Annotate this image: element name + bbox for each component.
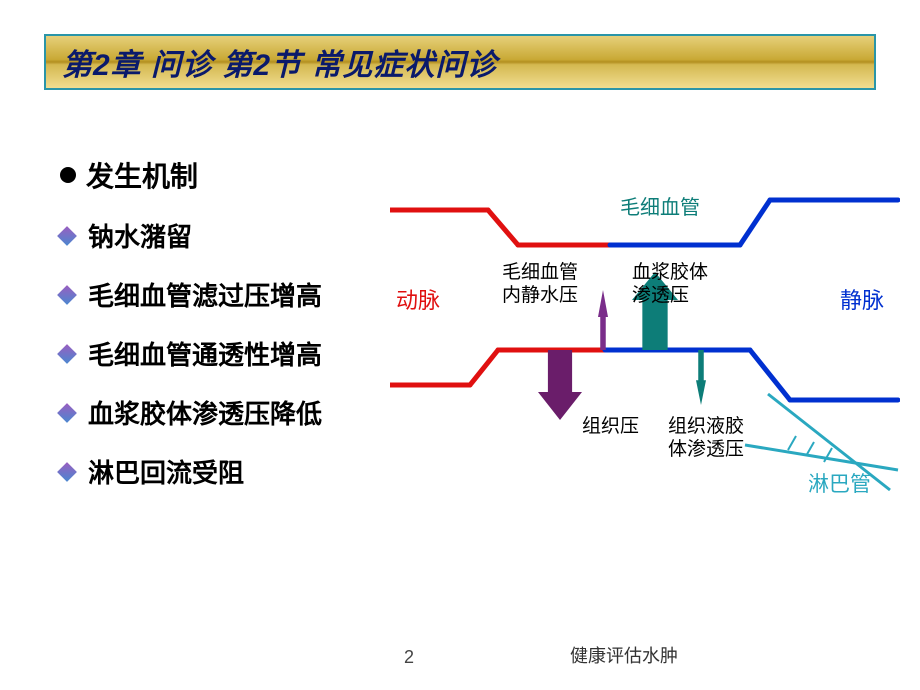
capillary-label: 毛细血管 [620, 196, 700, 220]
artery-label: 动脉 [396, 288, 440, 314]
title-bar: 第2章 问诊 第2节 常见症状问诊 [44, 34, 876, 90]
bullet-sub: 血浆胶体渗透压降低 [60, 394, 400, 431]
down-thin-teal [696, 350, 706, 405]
footer-text: 健康评估水肿 [570, 642, 678, 668]
up-thin-purple [598, 290, 608, 350]
bullet-sub-label: 毛细血管通透性增高 [88, 335, 322, 372]
bullet-sub-label: 血浆胶体渗透压降低 [88, 394, 322, 431]
bullet-sub-label: 淋巴回流受阻 [88, 453, 244, 490]
down-big-purple [538, 350, 582, 420]
tissue-osm-label: 组织液胶 体渗透压 [668, 416, 744, 462]
bullet-sub: 淋巴回流受阻 [60, 453, 400, 490]
bullet-sub: 钠水潴留 [60, 217, 400, 254]
bullet-sub-label: 钠水潴留 [88, 217, 192, 254]
lymph-label: 淋巴管 [808, 472, 871, 497]
hydrostatic-label: 毛细血管 内静水压 [502, 262, 578, 308]
disc-icon [60, 167, 76, 183]
slide-title: 第2章 问诊 第2节 常见症状问诊 [62, 40, 497, 84]
diagram-svg [390, 170, 900, 510]
bullet-sub-label: 毛细血管滤过压增高 [88, 276, 322, 313]
diamond-icon [57, 344, 77, 364]
capillary-diagram: 毛细血管动脉 静脉 毛细血管 内静水压 血浆胶体 渗透压组织压 组织液胶 体渗透压淋巴管 [390, 170, 900, 500]
diamond-icon [57, 285, 77, 305]
vein-label: 静脉 [840, 288, 884, 314]
tissue-p-label: 组织压 [582, 416, 639, 439]
bullet-main-label: 发生机制 [86, 155, 198, 195]
diamond-icon [57, 462, 77, 482]
page-number: 2 [404, 647, 414, 668]
diamond-icon [57, 403, 77, 423]
bullet-sub: 毛细血管滤过压增高 [60, 276, 400, 313]
bullet-sub: 毛细血管通透性增高 [60, 335, 400, 372]
diamond-icon [57, 226, 77, 246]
bullet-main: 发生机制 [60, 155, 400, 195]
bullet-list: 发生机制 钠水潴留毛细血管滤过压增高毛细血管通透性增高血浆胶体渗透压降低淋巴回流… [60, 155, 400, 512]
oncotic-label: 血浆胶体 渗透压 [632, 262, 708, 308]
